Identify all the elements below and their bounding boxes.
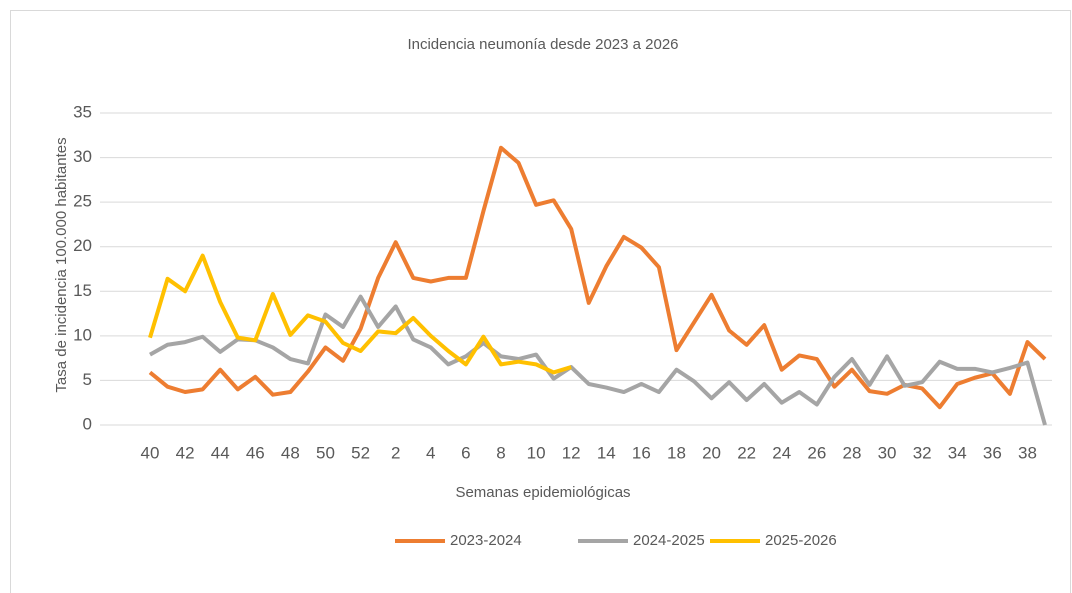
x-tick-label: 38 (1018, 443, 1037, 462)
x-tick-label: 8 (496, 443, 505, 462)
y-tick-label: 20 (73, 236, 92, 255)
y-tick-label: 10 (73, 325, 92, 344)
legend-label: 2023-2024 (450, 532, 522, 549)
x-tick-label: 2 (391, 443, 400, 462)
y-tick-label: 25 (73, 192, 92, 211)
x-tick-label: 30 (878, 443, 897, 462)
chart-title: Incidencia neumonía desde 2023 a 2026 (407, 36, 678, 53)
y-axis-title: Tasa de incidencia 100.000 habitantes (53, 137, 70, 392)
x-tick-label: 32 (913, 443, 932, 462)
chart-frame (10, 10, 1071, 593)
x-tick-label: 42 (176, 443, 195, 462)
x-tick-label: 18 (667, 443, 686, 462)
x-tick-label: 6 (461, 443, 470, 462)
y-tick-label: 30 (73, 147, 92, 166)
x-tick-label: 4 (426, 443, 435, 462)
y-tick-label: 0 (83, 414, 92, 433)
line-series (148, 145, 1047, 410)
x-tick-label: 10 (527, 443, 546, 462)
x-tick-label: 20 (702, 443, 721, 462)
x-tick-label: 14 (597, 443, 616, 462)
y-tick-label: 5 (83, 370, 92, 389)
x-tick-label: 48 (281, 443, 300, 462)
x-tick-label: 22 (737, 443, 756, 462)
y-tick-label: 15 (73, 281, 92, 300)
x-tick-label: 24 (772, 443, 791, 462)
y-tick-label: 35 (73, 102, 92, 121)
x-tick-label: 28 (842, 443, 861, 462)
x-tick-label: 50 (316, 443, 335, 462)
x-tick-label: 12 (562, 443, 581, 462)
line-series (149, 294, 1047, 426)
x-tick-label: 44 (211, 443, 230, 462)
x-tick-label: 46 (246, 443, 265, 462)
x-tick-label: 34 (948, 443, 967, 462)
legend-label: 2025-2026 (765, 532, 837, 549)
legend-label: 2024-2025 (633, 532, 705, 549)
x-tick-label: 26 (807, 443, 826, 462)
x-axis-title: Semanas epidemiológicas (455, 484, 630, 501)
line-series (148, 253, 572, 375)
x-tick-label: 40 (141, 443, 160, 462)
x-tick-label: 52 (351, 443, 370, 462)
x-tick-label: 36 (983, 443, 1002, 462)
x-tick-label: 16 (632, 443, 651, 462)
